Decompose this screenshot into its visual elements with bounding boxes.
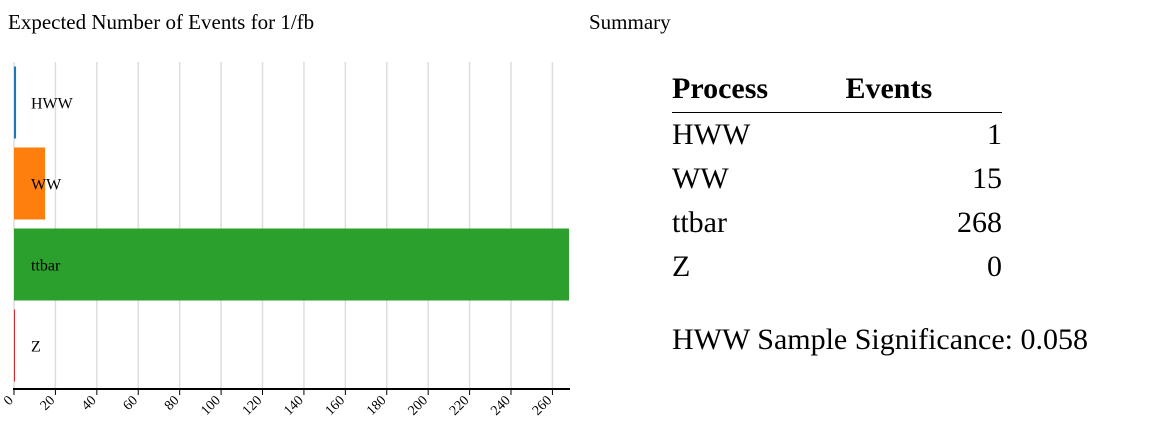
grid-lines — [13, 62, 554, 389]
summary-title: Summary — [589, 10, 671, 34]
x-tick-label: 160 — [323, 393, 348, 418]
bar-label: WW — [31, 177, 62, 194]
table-row: WW 15 — [672, 157, 1002, 201]
table-row: Z 0 — [672, 245, 1002, 289]
x-tick-label: 140 — [281, 393, 306, 418]
events-cell: 268 — [957, 206, 1002, 239]
x-tick-label: 40 — [79, 393, 100, 414]
chart-title: Expected Number of Events for 1/fb — [8, 10, 315, 34]
process-column-header: Process — [672, 66, 846, 113]
bar-hww — [14, 66, 17, 139]
process-cell: HWW — [672, 118, 751, 151]
x-tick-label: 80 — [162, 393, 183, 414]
bar-ww — [14, 147, 46, 220]
bar-label: Z — [31, 339, 41, 356]
process-cell: Z — [672, 250, 691, 283]
x-axis: 0 20 40 60 80 100 120 140 160 180 200 220 240 260 — [1, 388, 570, 419]
x-tick-label: 220 — [447, 393, 472, 418]
x-tick-label: 120 — [240, 393, 265, 418]
events-cell: 0 — [987, 250, 1002, 283]
bar-chart: HWW WW ttbar Z 0 20 40 60 80 100 120 140 160 180 200 2… — [1, 62, 570, 419]
summary-table: Process Events HWW 1 WW 15 ttbar 268 Z 0 — [672, 66, 1002, 289]
x-tick-label: 200 — [406, 393, 431, 418]
bar-z — [14, 309, 15, 382]
x-tick-label: 0 — [1, 393, 17, 409]
x-tick-label: 240 — [488, 393, 513, 418]
events-cell: 1 — [987, 118, 1002, 151]
x-tick-label: 60 — [121, 393, 142, 414]
process-cell: ttbar — [672, 206, 727, 239]
bar-label: HWW — [31, 96, 74, 113]
process-cell: WW — [672, 162, 729, 195]
significance-readout: HWW Sample Significance: 0.058 — [672, 323, 1089, 356]
summary-header-row: Process Events — [672, 66, 1002, 113]
table-row: HWW 1 — [672, 113, 1002, 158]
x-tick-label: 20 — [38, 393, 59, 414]
events-cell: 15 — [972, 162, 1002, 195]
x-tick-label: 260 — [530, 393, 555, 418]
bars: HWW WW ttbar Z — [14, 66, 569, 382]
events-column-header: Events — [845, 66, 1002, 113]
bar-label: ttbar — [31, 258, 61, 275]
table-row: ttbar 268 — [672, 201, 1002, 245]
bar-ttbar — [14, 228, 569, 301]
x-tick-label: 180 — [364, 393, 389, 418]
x-tick-label: 100 — [198, 393, 223, 418]
